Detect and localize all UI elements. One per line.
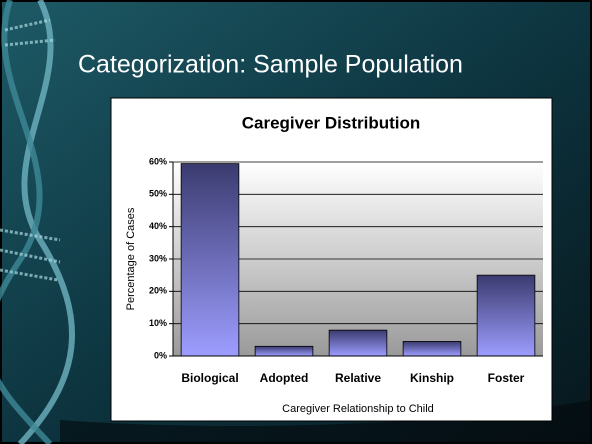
chart-title: Caregiver Distribution xyxy=(242,113,421,132)
slide-title: Categorization: Sample Population xyxy=(78,51,463,79)
y-tick-label: 10% xyxy=(149,318,167,328)
x-tick-label: Biological xyxy=(181,371,238,385)
bar xyxy=(328,329,388,357)
x-tick-label: Foster xyxy=(488,371,525,385)
bar xyxy=(254,345,314,357)
y-tick-label: 40% xyxy=(149,221,167,231)
y-tick-label: 0% xyxy=(154,350,167,360)
y-tick-label: 20% xyxy=(149,286,167,296)
y-tick-label: 50% xyxy=(149,189,167,199)
swoosh xyxy=(60,400,592,444)
x-axis-label: Caregiver Relationship to Child xyxy=(282,403,434,415)
dna-helix xyxy=(0,0,76,444)
bar xyxy=(180,163,240,357)
bar xyxy=(476,274,536,357)
y-tick-label: 60% xyxy=(149,156,167,166)
x-tick-label: Adopted xyxy=(260,371,309,385)
x-tick-label: Relative xyxy=(335,371,381,385)
x-tick-label: Kinship xyxy=(410,371,454,385)
y-tick-label: 30% xyxy=(149,253,167,263)
bar xyxy=(402,341,462,357)
y-axis-label: Percentage of Cases xyxy=(125,207,137,310)
